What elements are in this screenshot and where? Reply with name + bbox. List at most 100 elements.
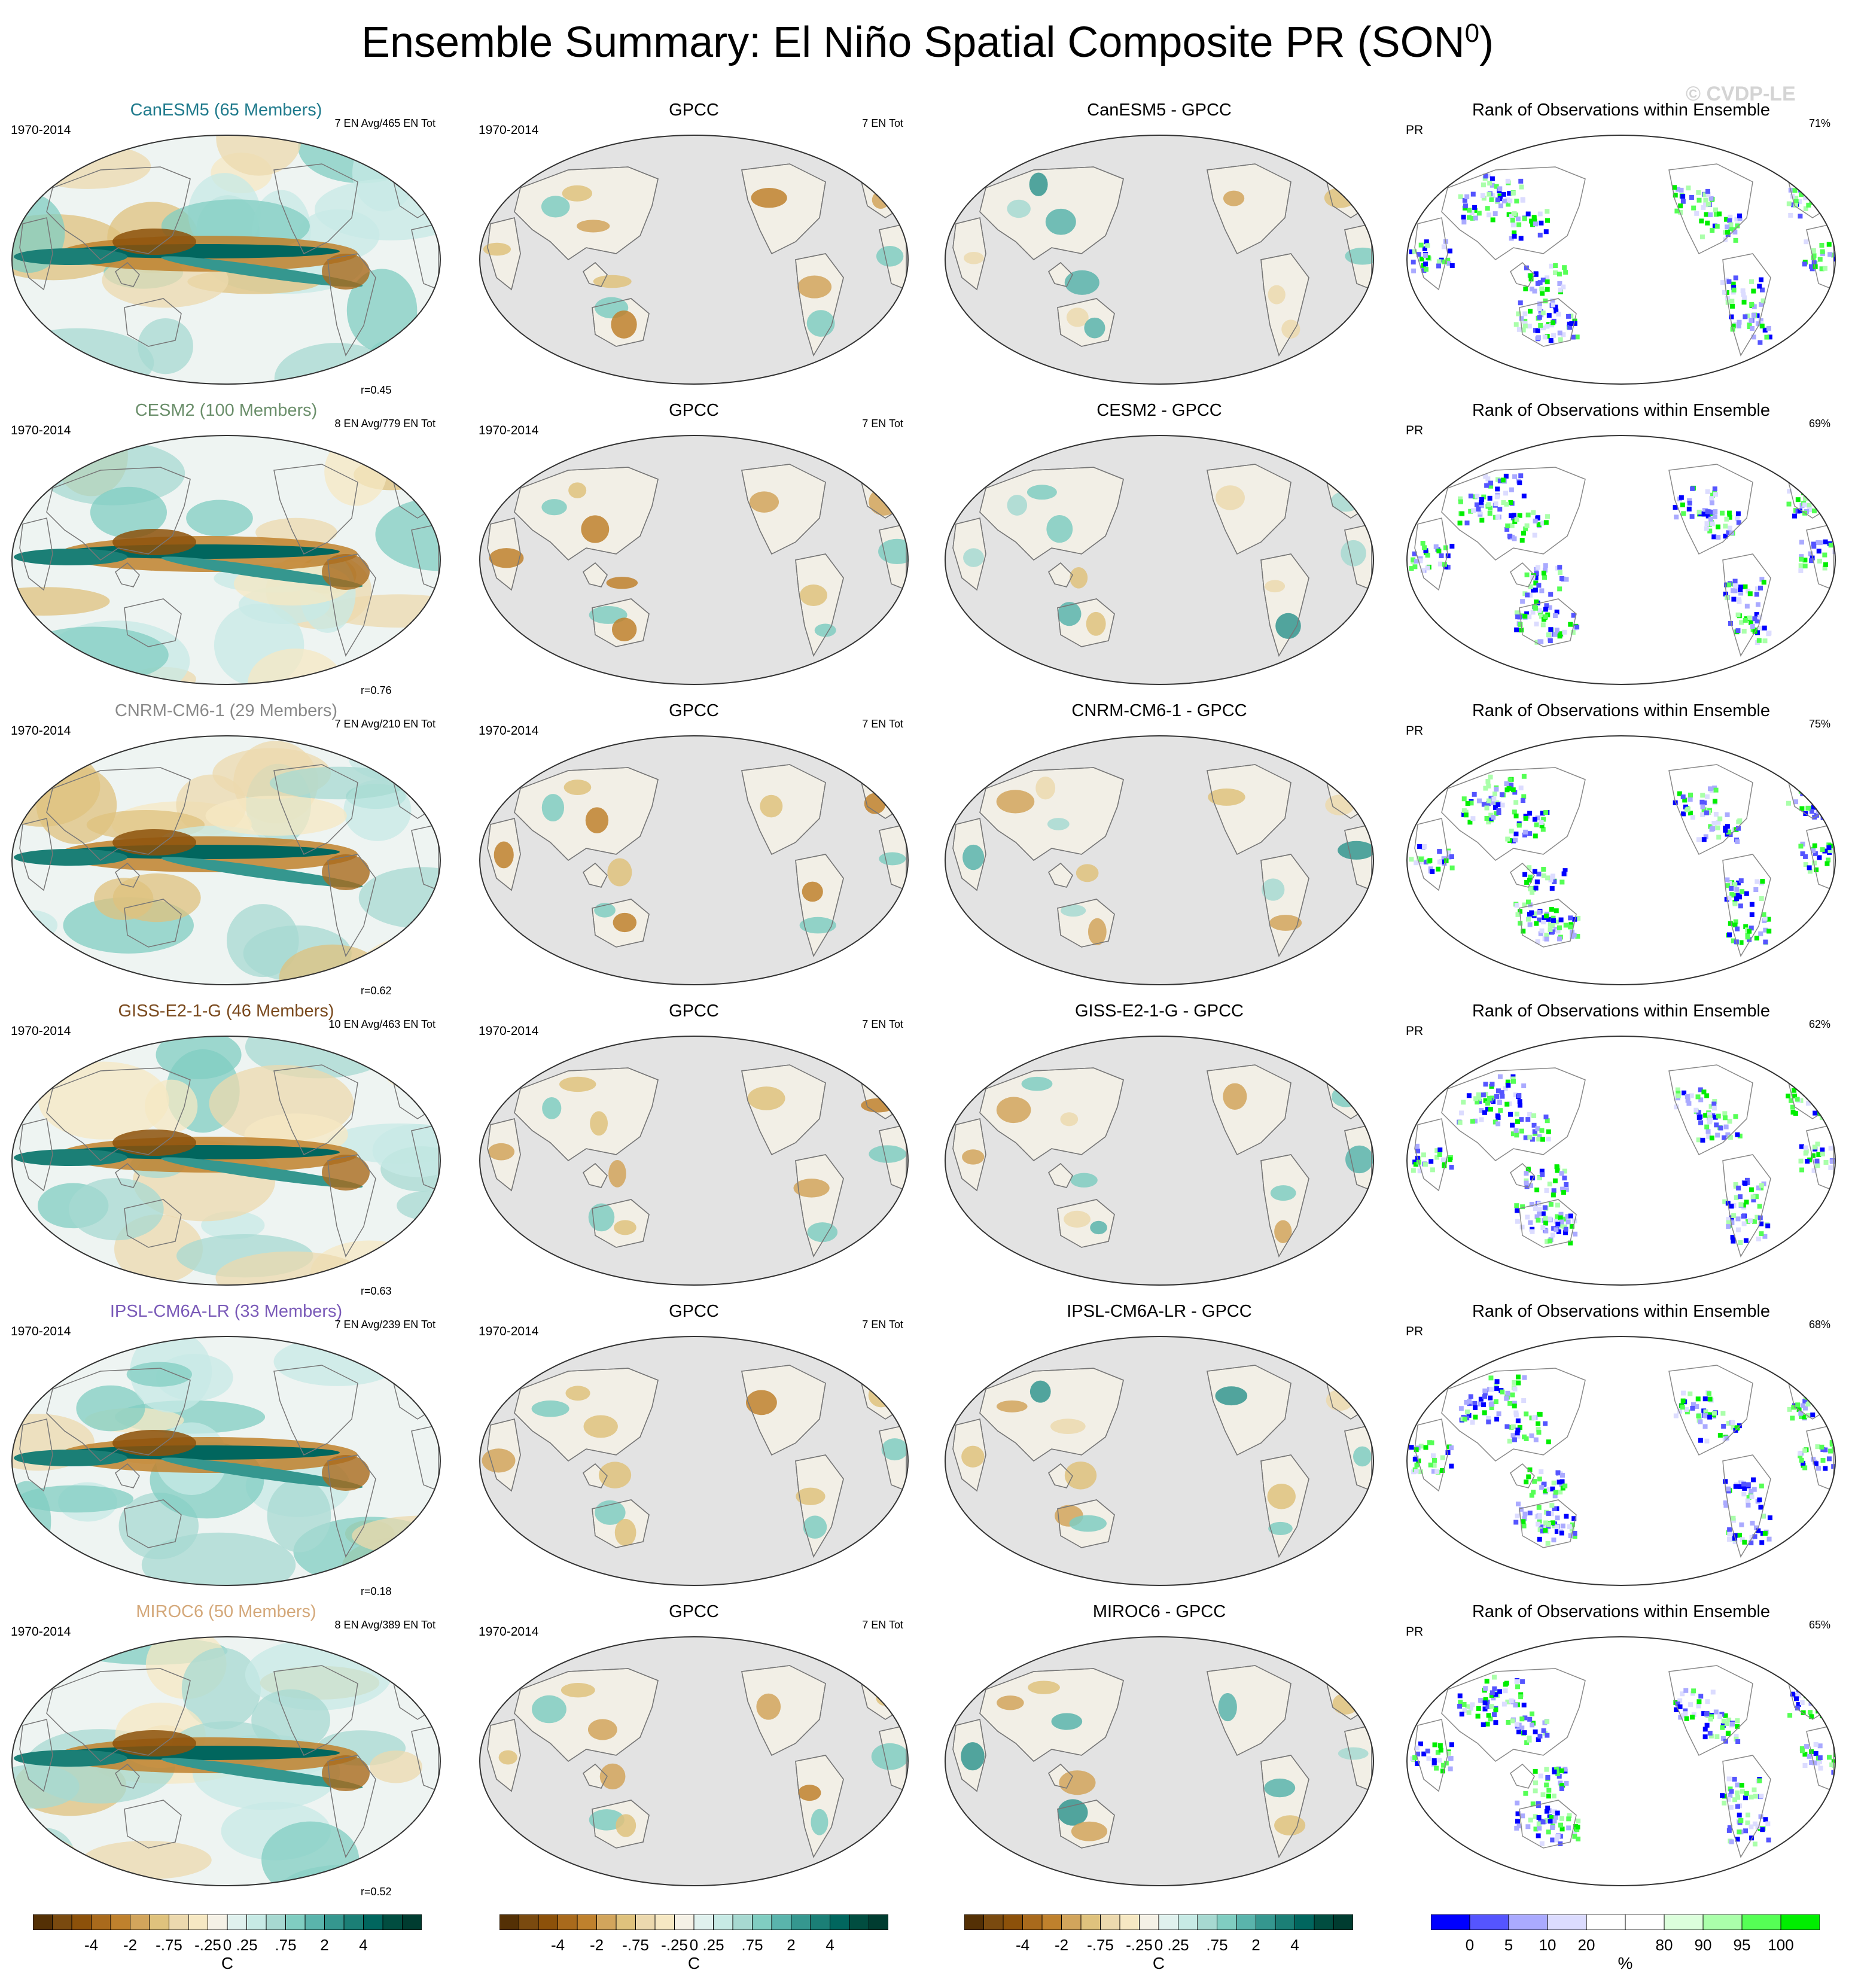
panel-period: 1970-2014 xyxy=(11,123,71,137)
model-map xyxy=(11,1336,441,1586)
panel-variable: PR xyxy=(1406,1024,1424,1038)
colorbar-box xyxy=(1547,1914,1587,1930)
colorbar-tick-label: 0 xyxy=(223,1936,232,1954)
colorbar-box xyxy=(130,1914,150,1930)
panel-variable: PR xyxy=(1406,424,1424,437)
colorbar-box xyxy=(208,1914,228,1930)
panel-title: Rank of Observations within Ensemble xyxy=(1472,101,1771,120)
colorbar-box xyxy=(382,1914,403,1930)
model-panel: IPSL-CM6A-LR (33 Members) 1970-2014 7 EN A… xyxy=(5,1302,447,1601)
colorbar-box xyxy=(1178,1914,1198,1930)
colorbar-tick-label: 2 xyxy=(320,1936,329,1954)
colorbar-tick-label: -.75 xyxy=(1087,1936,1114,1954)
colorbar-box xyxy=(654,1914,675,1930)
obs-panel: GPCC 1970-2014 7 EN Tot xyxy=(473,1302,915,1601)
colorbar-box xyxy=(1625,1914,1665,1930)
colorbar-box xyxy=(1780,1914,1820,1930)
model-panel: CESM2 (100 Members) 1970-2014 8 EN Avg/779… xyxy=(5,401,447,700)
colorbar-box xyxy=(71,1914,92,1930)
colorbar-tick-label: .75 xyxy=(275,1936,297,1954)
rank-panel: Rank of Observations within Ensemble PR 69… xyxy=(1400,401,1842,700)
colorbar-tick-label: .75 xyxy=(1206,1936,1228,1954)
panel-title: GPCC xyxy=(669,1001,719,1021)
panel-period: 1970-2014 xyxy=(11,424,71,437)
colorbar-box xyxy=(1741,1914,1781,1930)
panel-variable: PR xyxy=(1406,1325,1424,1338)
colorbar-box xyxy=(983,1914,1004,1930)
diff-map xyxy=(945,435,1374,685)
colorbar-tick-label: .75 xyxy=(741,1936,763,1954)
colorbar-tick-label: 0 xyxy=(1465,1936,1475,1954)
panel-title: GPCC xyxy=(669,101,719,120)
rank-panel: Rank of Observations within Ensemble PR 65… xyxy=(1400,1602,1842,1901)
colorbar-box xyxy=(110,1914,130,1930)
panel-title: GPCC xyxy=(669,401,719,420)
panel-period: 1970-2014 xyxy=(11,1024,71,1038)
model-map xyxy=(11,1636,441,1886)
panel-period: 1970-2014 xyxy=(479,424,539,437)
colorbar-tick-label: -4 xyxy=(550,1936,565,1954)
rank-percent: 65% xyxy=(1808,1619,1830,1631)
diff-map xyxy=(945,1336,1374,1586)
en-count: 7 EN Tot xyxy=(862,1018,903,1030)
colorbar-tick-label: 95 xyxy=(1733,1936,1751,1954)
pattern-correlation: r=0.76 xyxy=(361,684,392,696)
colorbar-box xyxy=(33,1914,53,1930)
panel-period: 1970-2014 xyxy=(479,724,539,738)
colorbar-box xyxy=(538,1914,558,1930)
colorbar-box xyxy=(1139,1914,1159,1930)
model-map xyxy=(11,1036,441,1286)
colorbar-box xyxy=(752,1914,772,1930)
pattern-correlation: r=0.45 xyxy=(361,384,392,396)
colorbar-box xyxy=(363,1914,383,1930)
en-count: 7 EN Tot xyxy=(862,117,903,129)
obs-map xyxy=(479,735,909,985)
panel-title: Rank of Observations within Ensemble xyxy=(1472,701,1771,720)
panel-title: CESM2 (100 Members) xyxy=(135,401,318,420)
colorbar-box xyxy=(1256,1914,1276,1930)
colorbar-box xyxy=(1022,1914,1043,1930)
colorbar-box xyxy=(1508,1914,1548,1930)
panel-title: GISS-E2-1-G (46 Members) xyxy=(118,1001,334,1021)
colorbar-box xyxy=(519,1914,539,1930)
colorbar-unit: C xyxy=(221,1954,234,1972)
colorbar-box xyxy=(499,1914,519,1930)
colorbar-box xyxy=(1431,1914,1470,1930)
colorbar-tick-label: 20 xyxy=(1577,1936,1595,1954)
panel-period: 1970-2014 xyxy=(11,724,71,738)
colorbar-box xyxy=(1041,1914,1062,1930)
colorbar-box xyxy=(169,1914,189,1930)
colorbar-box xyxy=(674,1914,695,1930)
colorbar-tick-label: 4 xyxy=(826,1936,834,1954)
colorbar-box xyxy=(616,1914,636,1930)
obs-panel: GPCC 1970-2014 7 EN Tot xyxy=(473,1001,915,1301)
en-count: 7 EN Avg/239 EN Tot xyxy=(334,1319,435,1331)
colorbar-box xyxy=(1586,1914,1626,1930)
panel-title: MIROC6 (50 Members) xyxy=(136,1602,316,1621)
diff-panel: CanESM5 - GPCC xyxy=(938,101,1381,400)
en-count: 7 EN Tot xyxy=(862,718,903,730)
colorbar-box xyxy=(732,1914,753,1930)
panel-variable: PR xyxy=(1406,123,1424,137)
en-count: 7 EN Tot xyxy=(862,418,903,430)
colorbar-tick-label: .25 xyxy=(236,1936,258,1954)
colorbar-box xyxy=(304,1914,325,1930)
panel-title: IPSL-CM6A-LR - GPCC xyxy=(1067,1302,1252,1321)
colorbar-tick-label: -4 xyxy=(84,1936,99,1954)
colorbar-box xyxy=(149,1914,169,1930)
obs-panel: GPCC 1970-2014 7 EN Tot xyxy=(473,101,915,400)
colorbar-tick-label: -.25 xyxy=(661,1936,688,1954)
colorbar-tick-label: 90 xyxy=(1694,1936,1712,1954)
colorbar-box xyxy=(1314,1914,1334,1930)
panel-variable: PR xyxy=(1406,1625,1424,1639)
panel-title: MIROC6 - GPCC xyxy=(1092,1602,1226,1621)
obs-map xyxy=(479,135,909,385)
colorbar-box xyxy=(227,1914,247,1930)
diff-panel: IPSL-CM6A-LR - GPCC xyxy=(938,1302,1381,1601)
colorbar-box xyxy=(91,1914,111,1930)
panel-variable: PR xyxy=(1406,724,1424,738)
colorbar-tick-label: -.75 xyxy=(156,1936,182,1954)
obs-map xyxy=(479,1336,909,1586)
rank-map xyxy=(1406,1036,1836,1286)
obs-map xyxy=(479,1636,909,1886)
